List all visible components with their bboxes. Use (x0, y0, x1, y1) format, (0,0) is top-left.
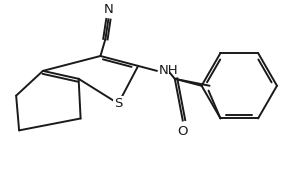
Text: S: S (114, 97, 122, 110)
Text: NH: NH (159, 64, 179, 77)
Text: N: N (103, 3, 113, 16)
Text: O: O (177, 125, 188, 138)
